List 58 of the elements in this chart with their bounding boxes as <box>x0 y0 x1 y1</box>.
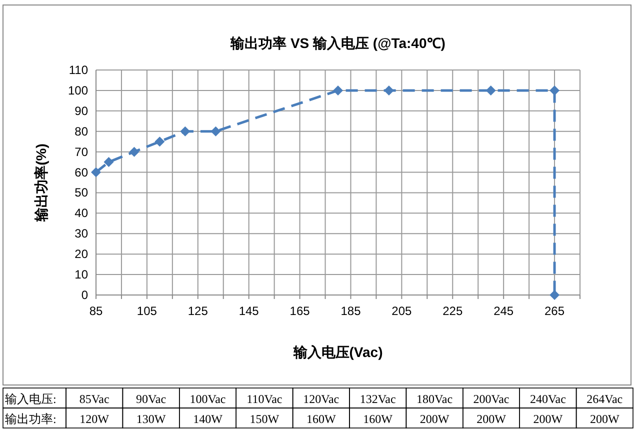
x-tick-label: 105 <box>136 304 158 318</box>
point <box>384 85 394 96</box>
text: 160W <box>306 412 336 426</box>
text: 200Vac <box>473 392 510 406</box>
text: 180Vac <box>416 392 453 406</box>
x-tick-label: 265 <box>544 304 565 318</box>
y-axis-title: 输出功率(%) <box>33 144 49 222</box>
text: 100Vac <box>190 392 226 406</box>
text: 240Vac <box>530 392 566 406</box>
point <box>550 290 560 300</box>
text: 200W <box>533 412 564 426</box>
point <box>154 136 165 147</box>
y-tick-label: 50 <box>74 186 88 200</box>
chart-title: 输出功率 VS 输入电压 (@Ta:40℃) <box>230 35 446 51</box>
x-axis-title: 输入电压(Vac) <box>292 344 383 360</box>
text: 85Vac <box>79 392 110 406</box>
text: 输入电压: <box>5 392 56 406</box>
text: 200W <box>476 412 507 426</box>
text: 输出功率: <box>5 412 56 426</box>
text: 120Vac <box>303 392 340 406</box>
y-tick-label: 70 <box>74 144 88 159</box>
y-tick-label: 80 <box>74 124 88 138</box>
x-tick-label: 205 <box>392 304 412 318</box>
text: 140W <box>193 412 224 426</box>
point <box>486 85 496 96</box>
text: 90Vac <box>136 392 166 406</box>
point <box>333 85 343 96</box>
point <box>180 126 190 136</box>
y-tick-label: 10 <box>74 268 88 282</box>
x-tick-label: 145 <box>238 304 260 318</box>
y-tick-label: 110 <box>68 63 88 77</box>
y-tick-label: 0 <box>81 288 88 302</box>
point <box>91 167 101 178</box>
y-tick-label: 40 <box>74 206 88 220</box>
text: 132Vac <box>360 392 396 406</box>
text: 150W <box>250 412 280 426</box>
x-tick-label: 185 <box>340 304 362 318</box>
point <box>550 85 560 96</box>
y-tick-label: 100 <box>68 83 88 98</box>
text: 130W <box>136 412 166 426</box>
text: 160W <box>363 412 394 426</box>
x-tick-label: 85 <box>89 304 103 318</box>
y-tick-label: 20 <box>74 247 88 262</box>
y-tick-label: 30 <box>74 226 88 241</box>
point <box>129 146 140 157</box>
x-tick-label: 245 <box>494 304 514 318</box>
text: 120W <box>80 412 110 426</box>
text: 200W <box>590 412 620 426</box>
point <box>210 126 221 136</box>
text: 200W <box>420 412 450 426</box>
y-tick-label: 90 <box>74 104 88 118</box>
y-tick-label: 60 <box>74 165 88 180</box>
text: 110Vac <box>246 392 282 406</box>
x-tick-label: 225 <box>442 304 463 318</box>
x-tick-label: 125 <box>188 304 208 318</box>
point <box>104 157 114 168</box>
text: 264Vac <box>586 392 623 406</box>
x-tick-label: 165 <box>290 304 310 318</box>
